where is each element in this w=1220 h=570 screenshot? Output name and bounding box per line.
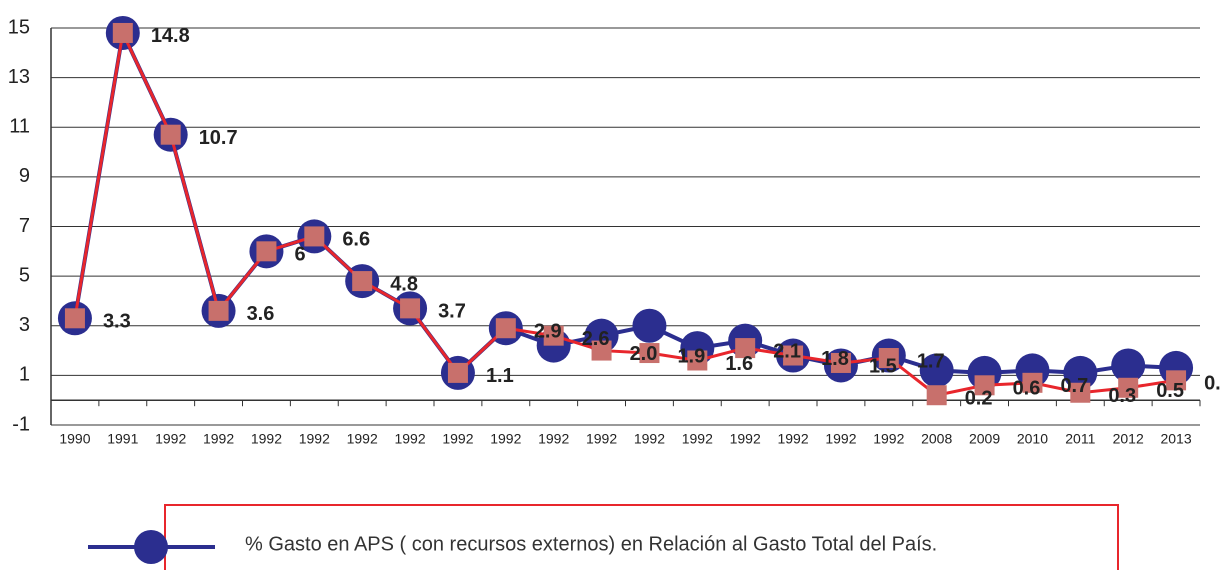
data-label: 3.3 <box>103 311 131 333</box>
data-label: 6.6 <box>342 229 370 251</box>
point <box>447 362 468 383</box>
data-label: 0.5 <box>1156 380 1184 402</box>
data-label: 2.6 <box>582 328 610 350</box>
data-label: 2.0 <box>630 343 658 365</box>
x-tick-label: 2012 <box>1113 431 1144 447</box>
x-tick-label: 1992 <box>586 431 617 447</box>
point <box>1166 370 1187 391</box>
point <box>1022 372 1043 393</box>
x-tick-label: 1992 <box>777 431 808 447</box>
y-tick-label: 5 <box>19 264 30 286</box>
x-tick-label: 1992 <box>347 431 378 447</box>
point <box>783 345 804 366</box>
x-tick-label: 1992 <box>251 431 282 447</box>
data-label: 4.8 <box>390 273 418 295</box>
data-label: 1.7 <box>917 350 945 372</box>
data-label: 3.7 <box>438 301 466 323</box>
x-tick-label: 1992 <box>203 431 234 447</box>
point <box>1063 355 1098 390</box>
point <box>160 124 181 145</box>
data-label: 1.9 <box>677 345 705 367</box>
y-tick-label: 3 <box>19 314 30 336</box>
point <box>926 385 947 406</box>
x-tick-label: 1992 <box>538 431 569 447</box>
data-label: 14.8 <box>151 25 190 47</box>
legend-label: % Gasto en APS ( con recursos externos) … <box>245 533 937 555</box>
x-tick-label: 1991 <box>107 431 138 447</box>
point <box>64 308 85 329</box>
x-tick-label: 1992 <box>634 431 665 447</box>
x-tick-label: 1990 <box>59 431 90 447</box>
point <box>543 325 564 346</box>
y-tick-label: 9 <box>19 165 30 187</box>
point <box>304 226 325 247</box>
x-tick-label: 2008 <box>921 431 952 447</box>
x-tick-label: 1992 <box>682 431 713 447</box>
x-tick-label: 2009 <box>969 431 1000 447</box>
x-tick-label: 1992 <box>490 431 521 447</box>
point <box>495 318 516 339</box>
point <box>632 308 667 343</box>
point <box>1111 348 1146 383</box>
legend-marker <box>134 530 168 564</box>
data-label: 2.1 <box>773 340 801 362</box>
y-tick-label: 15 <box>8 16 30 38</box>
point <box>1118 377 1139 398</box>
data-label: 1.5 <box>869 355 897 377</box>
point <box>112 22 133 43</box>
x-tick-label: 1992 <box>155 431 186 447</box>
point <box>735 338 756 359</box>
data-label: 10.7 <box>199 127 238 149</box>
y-tick-label: -1 <box>12 413 30 435</box>
series-line <box>72 26 1177 376</box>
point <box>919 353 954 388</box>
x-tick-label: 1992 <box>394 431 425 447</box>
point <box>974 375 995 396</box>
data-label: 0.3 <box>1108 385 1136 407</box>
point <box>352 271 373 292</box>
x-tick-label: 1992 <box>299 431 330 447</box>
data-label: 0.7 <box>1060 375 1088 397</box>
y-tick-label: 11 <box>9 116 30 138</box>
point <box>1070 382 1091 403</box>
data-label: 6 <box>294 244 305 266</box>
x-tick-label: 2013 <box>1160 431 1191 447</box>
x-tick-label: 2011 <box>1065 431 1095 447</box>
data-label: 0.6 <box>1013 378 1041 400</box>
x-tick-label: 2010 <box>1017 431 1048 447</box>
point <box>878 348 899 369</box>
data-label: 3.6 <box>247 303 275 325</box>
point <box>208 300 229 321</box>
y-tick-label: 7 <box>19 215 30 237</box>
data-label: 2.9 <box>534 321 562 343</box>
point <box>591 340 612 361</box>
series-line <box>73 27 1177 397</box>
point <box>830 352 851 373</box>
x-tick-label: 1992 <box>873 431 904 447</box>
y-tick-label: 1 <box>19 364 30 386</box>
x-tick-label: 1992 <box>442 431 473 447</box>
y-tick-label: 13 <box>8 66 30 88</box>
point <box>256 241 277 262</box>
point <box>639 343 660 364</box>
data-label: 1.1 <box>486 365 514 387</box>
x-tick-label: 1992 <box>825 431 856 447</box>
x-tick-label: 1992 <box>730 431 761 447</box>
point <box>400 298 421 319</box>
point <box>687 350 708 371</box>
data-label: 1.6 <box>725 353 753 375</box>
data-label: 0.2 <box>965 388 993 410</box>
data-label: 0.8 <box>1204 373 1220 395</box>
data-label: 1.8 <box>821 348 849 370</box>
